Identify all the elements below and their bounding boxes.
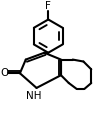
Text: NH: NH <box>26 91 41 101</box>
Text: O: O <box>0 68 8 78</box>
Text: F: F <box>45 1 51 11</box>
